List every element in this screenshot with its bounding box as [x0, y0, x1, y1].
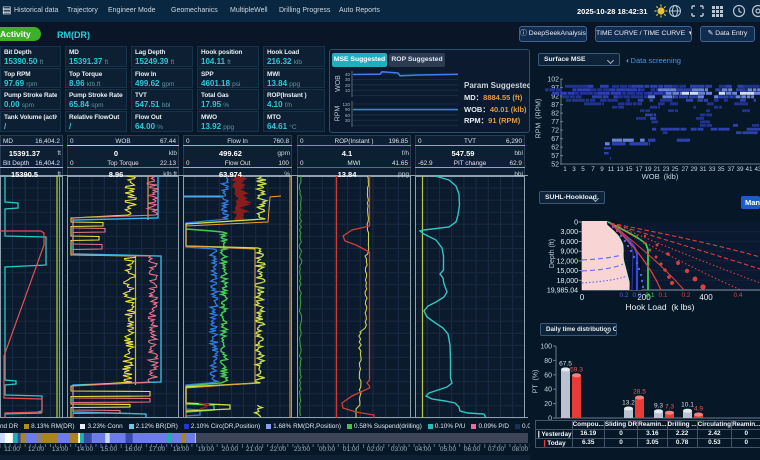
svg-text:25: 25	[671, 166, 679, 173]
svg-text:21: 21	[653, 166, 661, 173]
svg-text:9,000: 9,000	[560, 249, 578, 256]
svg-text:100: 100	[540, 344, 552, 351]
svg-text:52: 52	[551, 162, 559, 169]
svg-text:400: 400	[699, 293, 713, 302]
svg-text:29: 29	[690, 166, 698, 173]
svg-text:57: 57	[551, 153, 559, 160]
svg-text:1: 1	[563, 166, 567, 173]
svg-text:87: 87	[551, 102, 559, 109]
svg-text:62: 62	[551, 145, 559, 152]
svg-text:4.9: 4.9	[694, 406, 703, 413]
svg-text:97: 97	[551, 85, 559, 92]
svg-text:41: 41	[745, 166, 753, 173]
svg-text:30: 30	[345, 77, 351, 82]
svg-text:27: 27	[681, 166, 689, 173]
svg-text:200: 200	[637, 293, 651, 302]
svg-text:59.3: 59.3	[570, 366, 583, 373]
svg-text:13: 13	[616, 166, 624, 173]
svg-text:35: 35	[717, 166, 725, 173]
svg-text:37: 37	[727, 166, 735, 173]
svg-text:0.1: 0.1	[645, 292, 654, 299]
svg-text:102: 102	[547, 77, 559, 84]
svg-text:40: 40	[345, 72, 351, 77]
svg-text:Hook Load (k lbs): Hook Load (k lbs)	[626, 302, 695, 312]
svg-text:15: 15	[625, 166, 633, 173]
svg-text:23: 23	[662, 166, 670, 173]
svg-text:28.5: 28.5	[633, 389, 646, 396]
svg-text:19,985.04: 19,985.04	[547, 288, 578, 295]
svg-text:3,000: 3,000	[560, 229, 578, 236]
svg-text:7.3: 7.3	[665, 404, 674, 411]
svg-text:0: 0	[580, 293, 585, 302]
svg-text:15,000: 15,000	[557, 268, 579, 275]
svg-text:77: 77	[551, 119, 559, 126]
svg-text:20: 20	[544, 401, 552, 408]
svg-text:0: 0	[574, 220, 578, 227]
svg-text:67: 67	[551, 136, 559, 143]
svg-text:9.3: 9.3	[654, 402, 663, 409]
svg-text:3: 3	[572, 166, 576, 173]
svg-text:40: 40	[544, 387, 552, 394]
svg-text:60: 60	[544, 372, 552, 379]
svg-text:5: 5	[581, 166, 585, 173]
svg-text:7: 7	[591, 166, 595, 173]
svg-text:19: 19	[644, 166, 652, 173]
svg-text:0.2: 0.2	[681, 292, 690, 299]
svg-text:0: 0	[548, 416, 552, 423]
svg-text:10: 10	[345, 88, 351, 93]
svg-text:10.1: 10.1	[681, 402, 694, 409]
svg-text:0.2: 0.2	[619, 292, 628, 299]
svg-text:80: 80	[544, 358, 552, 365]
svg-text:33: 33	[708, 166, 716, 173]
svg-text:18,000: 18,000	[557, 278, 579, 285]
svg-text:60: 60	[345, 113, 351, 118]
svg-text:30: 30	[345, 118, 351, 123]
svg-text:17: 17	[635, 166, 643, 173]
svg-text:6,000: 6,000	[560, 239, 578, 246]
svg-text:120: 120	[342, 102, 350, 107]
svg-text:20: 20	[345, 83, 351, 88]
svg-text:92: 92	[551, 94, 559, 101]
svg-text:90: 90	[345, 107, 351, 112]
svg-text:0.1: 0.1	[658, 292, 667, 299]
svg-text:11: 11	[608, 166, 615, 173]
svg-text:13.2: 13.2	[622, 400, 635, 407]
svg-text:82: 82	[551, 111, 559, 118]
svg-text:0.3: 0.3	[632, 292, 641, 299]
svg-text:12,000: 12,000	[557, 258, 579, 265]
svg-text:0.4: 0.4	[733, 292, 742, 299]
svg-text:72: 72	[551, 128, 559, 135]
svg-text:9: 9	[600, 166, 604, 173]
svg-text:67.5: 67.5	[559, 360, 572, 367]
svg-text:43: 43	[754, 166, 760, 173]
svg-text:31: 31	[699, 166, 707, 173]
svg-text:39: 39	[736, 166, 744, 173]
svg-text:WOB (klb): WOB (klb)	[642, 172, 679, 181]
